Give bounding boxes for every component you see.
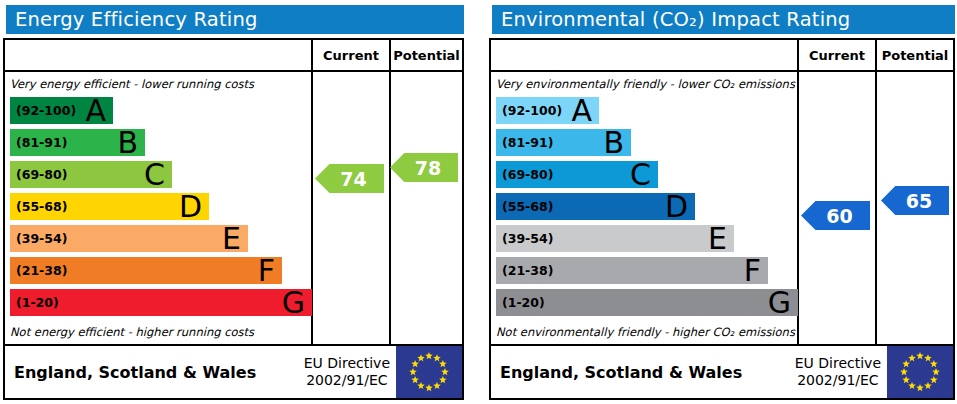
- eu-directive-label: EU Directive 2002/91/EC: [795, 355, 881, 390]
- band-letter: C: [144, 162, 172, 188]
- potential-column-header: Potential: [389, 40, 462, 70]
- band-letter: D: [179, 194, 209, 220]
- spacer-cell: [491, 40, 797, 70]
- band-letter: F: [744, 258, 768, 284]
- band-range: (81-91): [496, 135, 553, 150]
- current-rating-value: 74: [340, 168, 366, 190]
- band-letter: B: [603, 130, 631, 156]
- column-header-row: Current Potential: [5, 40, 462, 72]
- band-range: (92-100): [496, 103, 562, 118]
- eu-flag-icon: [396, 346, 462, 398]
- band-letter: G: [282, 290, 312, 316]
- band-letter: E: [222, 226, 248, 252]
- potential-column-header: Potential: [875, 40, 953, 70]
- potential-rating-arrow: 78: [390, 153, 458, 182]
- band-range: (69-80): [10, 167, 67, 182]
- band-range: (1-20): [10, 295, 59, 310]
- rating-table: Current Potential Very environmentally f…: [489, 38, 955, 400]
- panel-title-bar: Environmental (CO₂) Impact Rating: [492, 5, 955, 34]
- current-column-header: Current: [797, 40, 875, 70]
- band-d: (55-68) D: [10, 193, 209, 220]
- band-letter: E: [708, 226, 734, 252]
- band-range: (69-80): [496, 167, 553, 182]
- band-range: (39-54): [10, 231, 67, 246]
- band-letter: G: [768, 290, 798, 316]
- region-label: England, Scotland & Wales: [500, 363, 742, 382]
- panel-title: Environmental (CO₂) Impact Rating: [501, 8, 850, 31]
- band-letter: F: [258, 258, 282, 284]
- panel-title: Energy Efficiency Rating: [15, 8, 258, 31]
- eu-directive-label: EU Directive 2002/91/EC: [304, 355, 390, 390]
- band-e: (39-54) E: [496, 225, 734, 252]
- bottom-caption: Not environmentally friendly - higher CO…: [496, 325, 795, 339]
- energy-efficiency-panel: Energy Efficiency Rating Current Potenti…: [3, 5, 464, 400]
- band-letter: D: [665, 194, 695, 220]
- band-letter: B: [117, 130, 145, 156]
- band-chart-area: Very environmentally friendly - lower CO…: [491, 72, 797, 344]
- top-caption: Very environmentally friendly - lower CO…: [496, 77, 797, 91]
- band-chart-area: Very energy efficient - lower running co…: [5, 72, 311, 344]
- chart-body-row: Very energy efficient - lower running co…: [5, 72, 462, 344]
- column-header-row: Current Potential: [491, 40, 953, 72]
- eu-flag-icon: [887, 346, 953, 398]
- band-a: (92-100) A: [496, 97, 599, 124]
- band-range: (81-91): [10, 135, 67, 150]
- band-range: (21-38): [10, 263, 67, 278]
- band-letter: A: [85, 98, 113, 124]
- band-c: (69-80) C: [10, 161, 172, 188]
- region-label: England, Scotland & Wales: [14, 363, 256, 382]
- potential-rating-value: 78: [415, 157, 441, 179]
- current-column-header: Current: [311, 40, 389, 70]
- band-range: (39-54): [496, 231, 553, 246]
- footer-row: England, Scotland & Wales EU Directive 2…: [5, 344, 462, 398]
- footer-row: England, Scotland & Wales EU Directive 2…: [491, 344, 953, 398]
- potential-rating-arrow: 65: [881, 186, 949, 215]
- bottom-caption: Not energy efficient - higher running co…: [10, 325, 254, 339]
- current-value-cell: [311, 72, 389, 344]
- band-f: (21-38) F: [10, 257, 282, 284]
- band-d: (55-68) D: [496, 193, 695, 220]
- band-range: (55-68): [496, 199, 553, 214]
- environmental-impact-panel: Environmental (CO₂) Impact Rating Curren…: [489, 5, 955, 400]
- band-f: (21-38) F: [496, 257, 768, 284]
- band-range: (1-20): [496, 295, 545, 310]
- top-caption: Very energy efficient - lower running co…: [10, 77, 311, 91]
- band-range: (92-100): [10, 103, 76, 118]
- current-rating-value: 60: [826, 205, 852, 227]
- band-b: (81-91) B: [10, 129, 145, 156]
- rating-table: Current Potential Very energy efficient …: [3, 38, 464, 400]
- spacer-cell: [5, 40, 311, 70]
- band-letter: A: [571, 98, 599, 124]
- potential-rating-value: 65: [906, 190, 932, 212]
- band-b: (81-91) B: [496, 129, 631, 156]
- band-letter: C: [630, 162, 658, 188]
- band-e: (39-54) E: [10, 225, 248, 252]
- current-rating-arrow: 60: [801, 201, 870, 230]
- band-c: (69-80) C: [496, 161, 658, 188]
- band-range: (21-38): [496, 263, 553, 278]
- current-rating-arrow: 74: [315, 164, 384, 193]
- band-g: (1-20) G: [10, 289, 312, 316]
- band-a: (92-100) A: [10, 97, 113, 124]
- band-range: (55-68): [10, 199, 67, 214]
- potential-value-cell: [389, 72, 462, 344]
- chart-body-row: Very environmentally friendly - lower CO…: [491, 72, 953, 344]
- band-g: (1-20) G: [496, 289, 798, 316]
- panel-title-bar: Energy Efficiency Rating: [6, 5, 464, 34]
